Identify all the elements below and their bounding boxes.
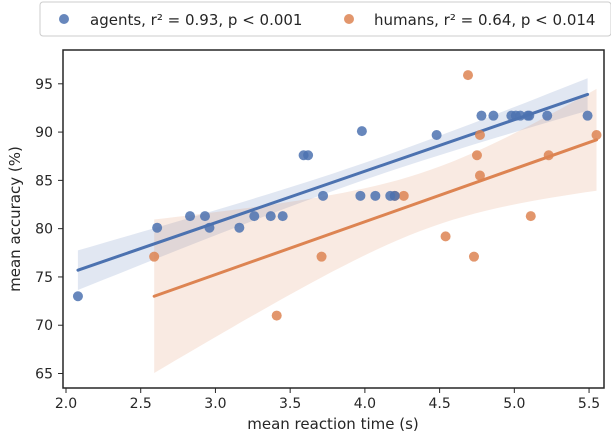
data-point-agents xyxy=(277,211,288,222)
x-axis: 2.0 2.5 3.0 3.5 4.0 4.5 5.0 5.5 xyxy=(55,388,600,412)
y-tick-label: 75 xyxy=(35,270,53,286)
data-point-humans xyxy=(440,231,451,242)
x-axis-label: mean reaction time (s) xyxy=(247,415,419,433)
data-point-agents xyxy=(72,291,83,302)
data-point-humans xyxy=(398,190,409,201)
data-point-agents xyxy=(476,110,487,121)
legend-label-humans: humans, r² = 0.64, p < 0.014 xyxy=(374,11,595,29)
y-tick-label: 80 xyxy=(35,222,53,238)
data-point-humans xyxy=(271,310,282,321)
data-point-humans xyxy=(463,70,474,81)
data-point-agents xyxy=(199,211,210,222)
plot-area xyxy=(63,50,604,388)
x-tick-label: 5.0 xyxy=(503,396,525,412)
x-tick-label: 4.5 xyxy=(428,396,450,412)
data-point-agents xyxy=(249,211,260,222)
x-tick-label: 2.5 xyxy=(130,396,152,412)
data-point-agents xyxy=(515,110,526,121)
plot-layer xyxy=(72,70,602,374)
y-tick-label: 85 xyxy=(35,173,53,189)
data-point-agents xyxy=(356,126,367,137)
y-axis: 65 70 75 80 85 90 95 xyxy=(35,77,63,383)
data-point-humans xyxy=(591,129,602,140)
data-point-agents xyxy=(265,211,276,222)
legend-box xyxy=(39,1,611,37)
data-point-humans xyxy=(474,170,485,181)
data-point-agents xyxy=(524,110,535,121)
y-axis-label: mean accuracy (%) xyxy=(6,146,24,292)
y-tick-label: 95 xyxy=(35,77,53,93)
y-tick-label: 65 xyxy=(35,367,53,383)
legend: agents, r² = 0.93, p < 0.001 humans, r² … xyxy=(39,1,611,37)
data-point-agents xyxy=(582,110,593,121)
data-point-agents xyxy=(318,190,329,201)
x-tick-label: 3.0 xyxy=(204,396,226,412)
legend-marker-humans xyxy=(344,14,354,24)
legend-label-agents: agents, r² = 0.93, p < 0.001 xyxy=(90,11,302,29)
x-tick-label: 5.5 xyxy=(578,396,600,412)
x-tick-label: 4.0 xyxy=(354,396,376,412)
data-point-humans xyxy=(471,150,482,161)
data-point-humans xyxy=(149,251,160,262)
data-point-agents xyxy=(542,110,553,121)
data-point-agents xyxy=(234,222,245,233)
plot-frame xyxy=(62,49,605,389)
confidence-band-agents xyxy=(77,78,588,290)
data-point-agents xyxy=(370,190,381,201)
data-point-agents xyxy=(185,211,196,222)
x-tick-label: 2.0 xyxy=(55,396,77,412)
x-tick-label: 3.5 xyxy=(279,396,301,412)
data-point-agents xyxy=(152,222,163,233)
data-point-humans xyxy=(468,251,479,262)
y-tick-label: 70 xyxy=(35,318,53,334)
data-point-humans xyxy=(525,211,536,222)
data-point-humans xyxy=(474,129,485,140)
data-point-agents xyxy=(303,150,314,161)
data-point-agents xyxy=(355,190,366,201)
data-point-agents xyxy=(431,129,442,140)
regression-line-humans xyxy=(152,138,599,298)
legend-marker-agents xyxy=(59,14,69,24)
regression-line-agents xyxy=(76,92,590,272)
y-tick-label: 90 xyxy=(35,125,53,141)
data-point-humans xyxy=(316,251,327,262)
data-point-agents xyxy=(488,110,499,121)
data-point-humans xyxy=(543,150,554,161)
data-point-agents xyxy=(204,222,215,233)
confidence-band-humans xyxy=(154,88,597,374)
data-point-agents xyxy=(389,190,400,201)
